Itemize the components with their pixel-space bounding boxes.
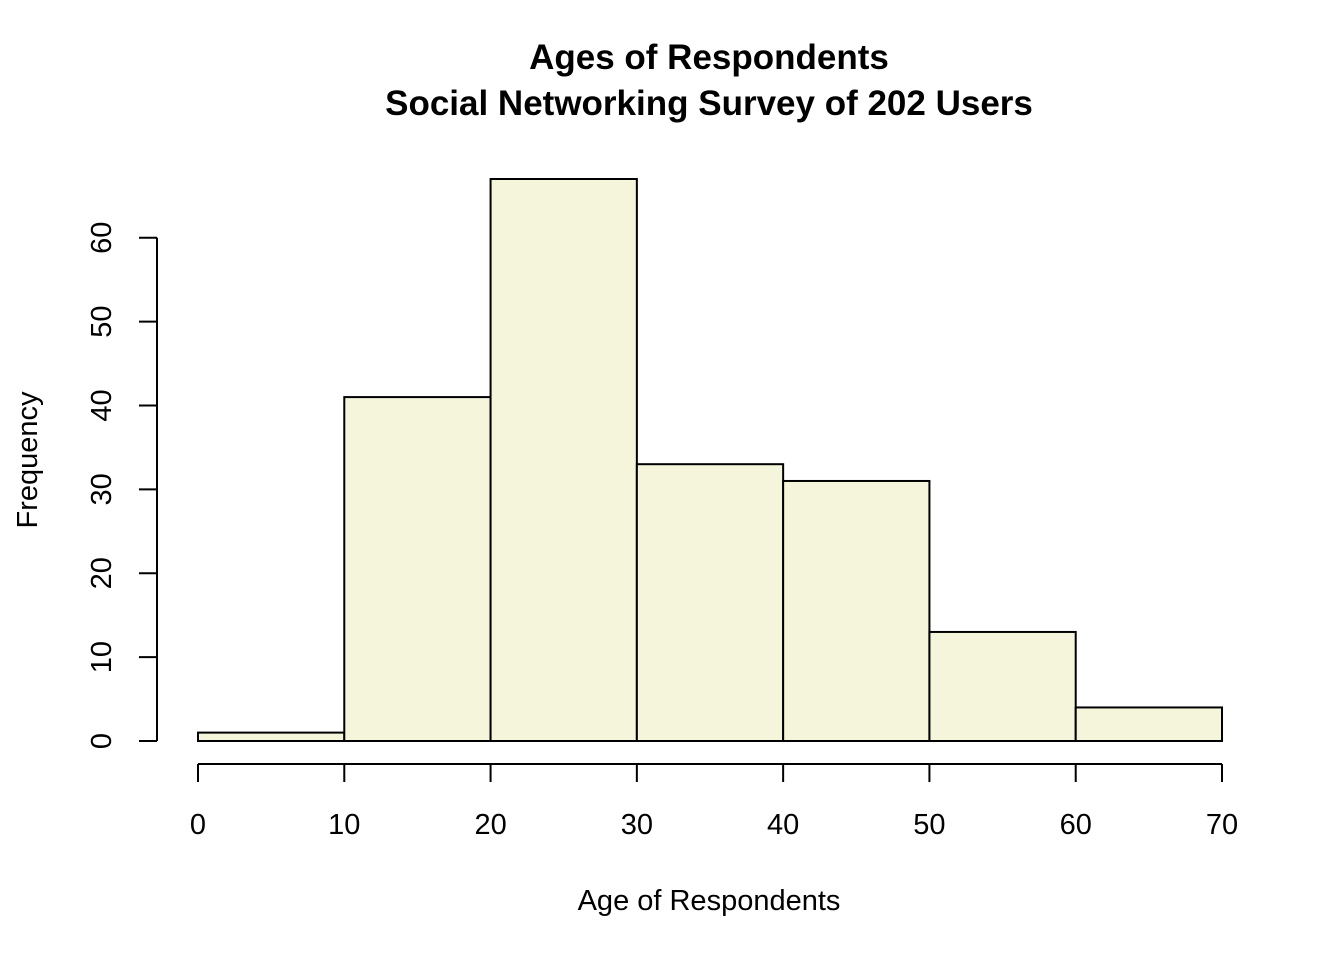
y-tick-label: 40	[86, 389, 118, 421]
y-tick-label: 10	[86, 641, 118, 673]
x-tick-label: 0	[190, 809, 206, 841]
x-tick-label: 40	[767, 809, 799, 841]
histogram-bar-60-70	[1074, 706, 1223, 742]
x-axis-label: Age of Respondents	[578, 885, 841, 917]
y-tick-label: 30	[86, 473, 118, 505]
histogram-bar-50-60	[928, 630, 1077, 742]
histogram-bar-20-30	[489, 178, 638, 742]
chart-subtitle: Social Networking Survey of 202 Users	[385, 84, 1033, 123]
histogram-bar-10-20	[343, 396, 492, 742]
histogram-bar-30-40	[635, 463, 785, 742]
y-tick-label: 60	[86, 222, 118, 254]
x-tick-label: 10	[328, 809, 360, 841]
y-tick-label: 0	[86, 733, 118, 749]
x-axis: 0 10 20 30 40 50 60 70	[190, 763, 1238, 841]
x-tick-label: 30	[621, 809, 653, 841]
chart-title: Ages of Respondents	[529, 38, 889, 77]
histogram-bar-0-10	[197, 731, 346, 742]
y-tick-label: 20	[86, 557, 118, 589]
y-tick-label: 50	[86, 305, 118, 337]
bars-group	[197, 178, 1223, 742]
x-tick-label: 50	[913, 809, 945, 841]
y-axis-label: Frequency	[12, 391, 44, 529]
histogram-bar-40-50	[782, 479, 931, 742]
x-tick-label: 60	[1060, 809, 1092, 841]
y-axis: 0 10 20 30 40 50 60	[86, 222, 158, 749]
x-tick-label: 70	[1206, 809, 1238, 841]
x-tick-label: 20	[474, 809, 506, 841]
